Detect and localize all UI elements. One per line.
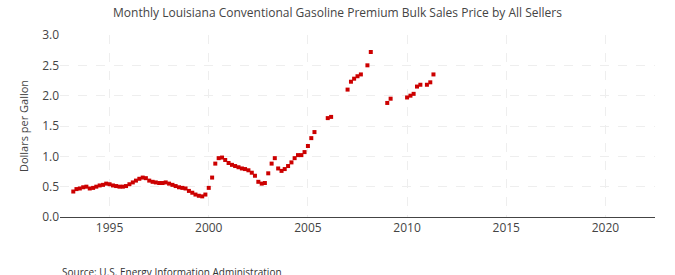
svg-text:2.0: 2.0 [42, 87, 59, 104]
svg-text:Monthly Louisiana Conventional: Monthly Louisiana Conventional Gasoline … [113, 4, 562, 21]
svg-text:2000: 2000 [195, 219, 223, 236]
svg-text:1.0: 1.0 [42, 148, 59, 165]
svg-text:0.0: 0.0 [42, 208, 59, 225]
svg-text:2020: 2020 [592, 219, 620, 236]
svg-text:2.5: 2.5 [42, 57, 59, 74]
svg-text:0.5: 0.5 [42, 178, 59, 195]
svg-text:2010: 2010 [393, 219, 421, 236]
svg-text:1.5: 1.5 [42, 117, 59, 134]
svg-text:2005: 2005 [294, 219, 322, 236]
svg-text:2015: 2015 [493, 219, 521, 236]
svg-text:3.0: 3.0 [42, 26, 59, 43]
svg-text:Dollars per Gallon: Dollars per Gallon [16, 80, 31, 172]
svg-text:1995: 1995 [96, 219, 124, 236]
svg-text:Source: U.S. Energy Informatio: Source: U.S. Energy Information Administ… [62, 265, 282, 275]
